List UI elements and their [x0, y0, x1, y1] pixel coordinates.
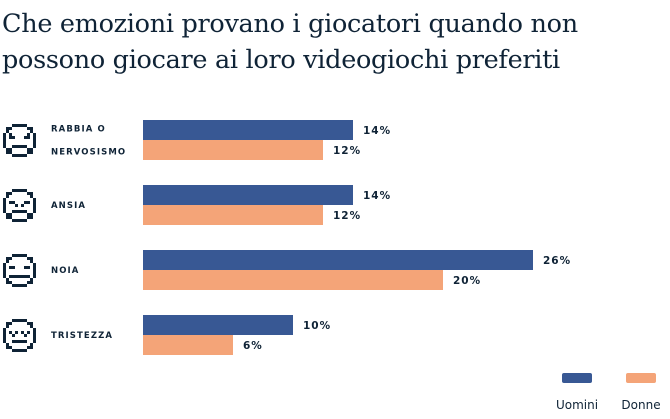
data-label: 14%	[363, 125, 391, 137]
category-row: ANSIA 14%12%	[3, 185, 391, 225]
bar-uomini	[143, 120, 353, 140]
data-label: 20%	[453, 275, 481, 287]
bar-uomini	[143, 315, 293, 335]
category-row: TRISTEZZA 10% 6%	[3, 315, 331, 355]
legend-item-uomini: Uomini	[556, 373, 598, 412]
neutral-face-icon	[3, 254, 36, 287]
chart-title: Che emozioni provano i giocatori quando …	[2, 9, 578, 75]
legend-label: Uomini	[556, 398, 598, 412]
legend-item-donne: Donne	[621, 373, 661, 412]
bar-uomini	[143, 250, 533, 270]
data-label: 12%	[333, 210, 361, 222]
bar-donne	[143, 205, 323, 225]
data-label: 6%	[243, 340, 263, 352]
category-row: NOIA 26% 20%	[3, 250, 571, 290]
category-label: ANSIA	[51, 201, 86, 211]
angry-face-icon	[3, 124, 36, 157]
data-label: 26%	[543, 255, 571, 267]
bar-donne	[143, 335, 233, 355]
legend-swatch	[626, 373, 656, 383]
category-row: RABBIA O NERVOSISMO 14%12%	[3, 120, 391, 160]
category-label: NOIA	[51, 266, 79, 276]
category-label: RABBIA O	[51, 125, 106, 135]
bar-donne	[143, 270, 443, 290]
category-label: TRISTEZZA	[51, 331, 113, 341]
data-label: 14%	[363, 190, 391, 202]
legend-label: Donne	[621, 398, 660, 412]
legend-swatch	[562, 373, 592, 383]
data-label: 10%	[303, 320, 331, 332]
bar-donne	[143, 140, 323, 160]
data-label: 12%	[333, 145, 361, 157]
sad-face-icon	[3, 319, 36, 352]
category-label: NERVOSISMO	[51, 148, 126, 158]
bar-uomini	[143, 185, 353, 205]
anxious-face-icon	[3, 189, 36, 222]
